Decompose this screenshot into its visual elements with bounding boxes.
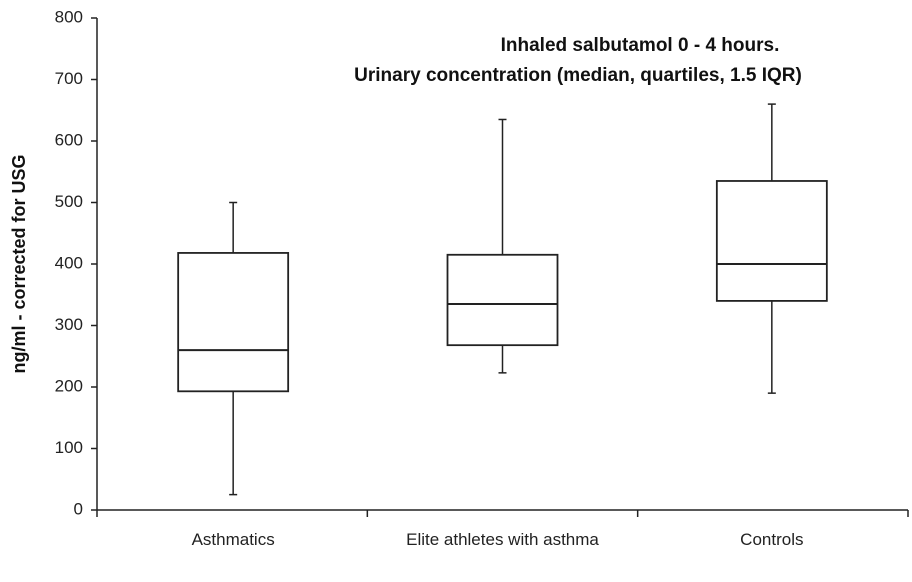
x-tick-label: Controls — [740, 530, 804, 549]
x-tick-label: Asthmatics — [191, 530, 275, 549]
chart-title: Inhaled salbutamol 0 - 4 hours. — [501, 35, 780, 56]
y-tick-label: 300 — [55, 315, 83, 334]
box — [446, 253, 559, 347]
y-tick-label: 700 — [55, 69, 83, 88]
y-axis-label: ng/ml - corrected for USG — [9, 154, 29, 373]
box — [177, 252, 290, 393]
y-tick-label: 600 — [55, 130, 83, 149]
box — [715, 180, 828, 302]
x-tick-label: Elite athletes with asthma — [406, 530, 599, 549]
y-tick-label: 100 — [55, 438, 83, 457]
chart-title: Urinary concentration (median, quartiles… — [354, 65, 802, 86]
y-tick-label: 400 — [55, 253, 83, 272]
y-tick-label: 500 — [55, 192, 83, 211]
y-tick-label: 200 — [55, 376, 83, 395]
y-tick-label: 0 — [74, 499, 83, 518]
y-tick-label: 800 — [55, 7, 83, 26]
